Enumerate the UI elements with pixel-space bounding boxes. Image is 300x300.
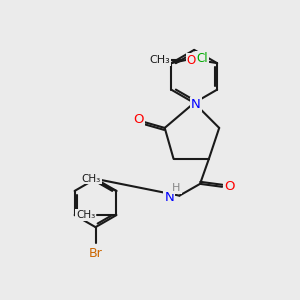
Text: CH₃: CH₃ bbox=[149, 55, 170, 65]
Text: H: H bbox=[172, 183, 181, 193]
Text: N: N bbox=[164, 190, 174, 204]
Text: O: O bbox=[187, 54, 196, 67]
Text: O: O bbox=[224, 180, 235, 193]
Text: CH₃: CH₃ bbox=[76, 210, 95, 220]
Text: CH₃: CH₃ bbox=[82, 174, 101, 184]
Text: Cl: Cl bbox=[196, 52, 208, 65]
Text: Br: Br bbox=[89, 247, 102, 260]
Text: O: O bbox=[133, 112, 143, 126]
Text: N: N bbox=[191, 98, 200, 111]
